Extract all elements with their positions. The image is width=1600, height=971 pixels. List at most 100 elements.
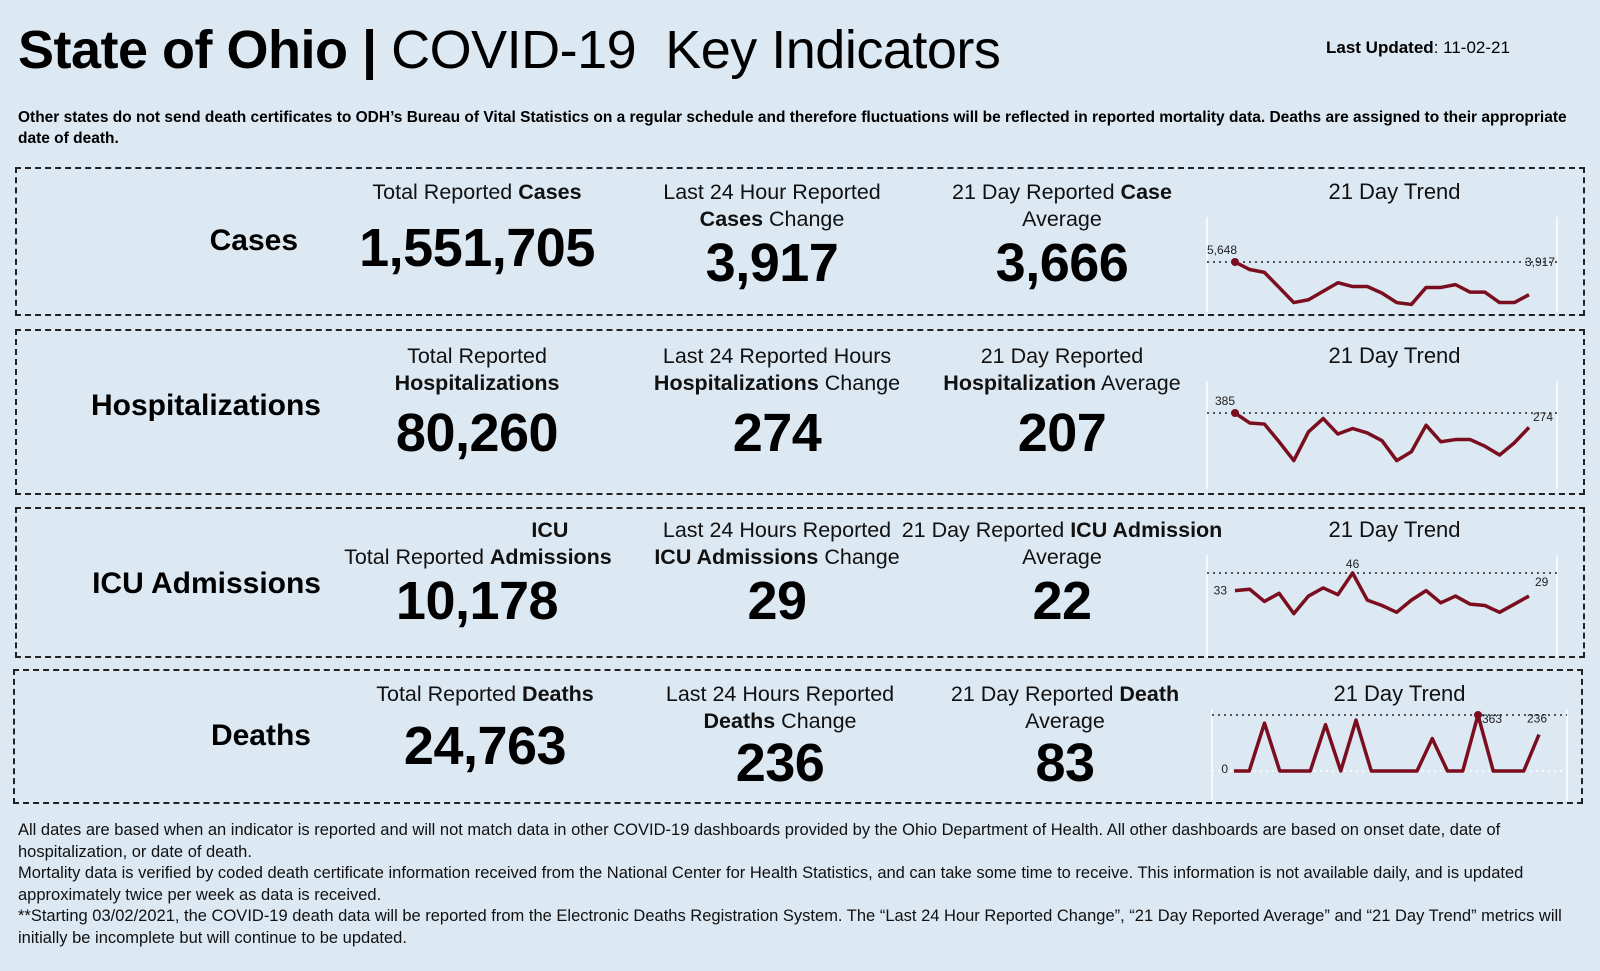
metric-label: Total Reported <box>372 180 519 204</box>
footer-notes: All dates are based when an indicator is… <box>18 820 1588 949</box>
metric-value: 83 <box>1035 733 1095 793</box>
metric-24h-change: Last 24 Hour Reported Cases Change 3,917 <box>617 179 927 293</box>
last-updated-value: : 11-02-21 <box>1433 38 1510 57</box>
metric-label-suffix: Change <box>763 207 845 231</box>
metric-label-bold: Death <box>1119 682 1180 706</box>
metric-label: Total Reported <box>344 545 490 569</box>
metric-value: 22 <box>1032 571 1092 631</box>
metric-value: 236 <box>735 733 825 793</box>
metric-label: 21 Day Reported <box>980 344 1144 368</box>
metric-21d-average: 21 Day Reported Death Average 83 <box>910 681 1220 793</box>
metric-24h-change: Last 24 Reported Hours Hospitalizations … <box>607 343 947 463</box>
metric-label-suffix: Change <box>818 371 901 395</box>
metric-label-suffix: Change <box>775 709 857 733</box>
trend-chart: 21 Day Trend 385 274 <box>1206 343 1582 493</box>
metric-total: Total Reported ICU Admissions 10,178 <box>322 517 632 631</box>
trend-chart: 21 Day Trend 5,648 3,917 <box>1206 179 1582 314</box>
metric-label-bold: Hospitalizations <box>653 371 819 395</box>
metric-label-bold: Case <box>1120 180 1172 204</box>
last-updated: Last Updated: 11-02-21 <box>1326 38 1510 58</box>
panel-label: Cases <box>209 224 298 257</box>
max-marker <box>1231 258 1239 266</box>
metric-label-bold: Cases <box>518 180 582 204</box>
metric-24h-change: Last 24 Hours Reported ICU Admissions Ch… <box>607 517 947 631</box>
metric-total: Total Reported Deaths 24,763 <box>330 681 640 776</box>
panel-label: ICU Admissions <box>92 567 321 600</box>
metric-value: 274 <box>732 403 822 463</box>
metric-label-suffix: Average <box>1022 545 1102 569</box>
metric-label: Last 24 Reported Hours <box>662 344 892 368</box>
trend-line <box>1234 260 1530 307</box>
metric-value: 10,178 <box>395 571 559 631</box>
metric-21d-average: 21 Day Reported ICU Admission Average 22 <box>897 517 1227 631</box>
trend-chart: 21 Day Trend 0 363 236 <box>1211 681 1587 801</box>
footer-note: All dates are based when an indicator is… <box>18 821 1501 861</box>
metric-label-bold: Deaths <box>703 709 776 733</box>
metric-value: 207 <box>1017 403 1107 463</box>
metric-label-bold: ICU Admissions <box>654 545 819 569</box>
trend-title: 21 Day Trend <box>1328 179 1461 204</box>
sparkline-svg: 5,648 3,917 <box>1206 217 1558 312</box>
metric-label-suffix: Average <box>1022 207 1102 231</box>
sparkline-svg: 33 46 29 <box>1206 555 1558 657</box>
metric-value: 3,917 <box>705 233 839 293</box>
metric-label-suffix: Average <box>1096 371 1181 395</box>
panel-deaths: Deaths Total Reported Deaths 24,763 Last… <box>13 669 1583 804</box>
last-updated-label: Last Updated <box>1326 38 1434 57</box>
metric-label-bold: Deaths <box>522 682 594 706</box>
metric-label: Total Reported <box>376 682 523 706</box>
metric-total: Total Reported Cases 1,551,705 <box>322 179 632 278</box>
data-label-last: 29 <box>1535 575 1549 589</box>
title-subject: COVID-19 Key Indicators <box>391 20 1001 80</box>
metric-label: 21 Day Reported <box>901 518 1071 542</box>
metric-label-bold: Hospitalization <box>943 371 1097 395</box>
metric-label-bold: ICU Admission <box>1070 518 1223 542</box>
page-title: State of Ohio | COVID-19 Key Indicators <box>18 18 1001 82</box>
metric-label-bold: ICU Admissions <box>489 518 612 569</box>
title-state: State of Ohio | <box>18 20 377 80</box>
metric-label: Total Reported <box>407 344 547 368</box>
disclaimer-text: Other states do not send death certifica… <box>18 109 1567 147</box>
data-label-last: 3,917 <box>1525 255 1555 269</box>
data-label-max: 46 <box>1346 557 1360 571</box>
sparkline-svg: 385 274 <box>1206 381 1558 489</box>
panel-icu-admissions: ICU Admissions Total Reported ICU Admiss… <box>15 507 1585 658</box>
metric-label-suffix: Average <box>1025 709 1105 733</box>
metric-21d-average: 21 Day Reported Case Average 3,666 <box>907 179 1217 293</box>
metric-label-bold: Hospitalizations <box>394 371 560 395</box>
metric-label: Last 24 Hour Reported <box>663 180 881 204</box>
trend-title: 21 Day Trend <box>1328 517 1461 542</box>
metric-value: 3,666 <box>995 233 1129 293</box>
trend-title: 21 Day Trend <box>1333 681 1466 706</box>
metric-label: Last 24 Hours Reported <box>662 518 892 542</box>
panel-hospitalizations: Hospitalizations Total Reported Hospital… <box>15 329 1585 495</box>
trend-line <box>1234 411 1531 463</box>
data-label-first: 5,648 <box>1207 243 1237 257</box>
data-label-min: 0 <box>1221 762 1228 776</box>
metric-label: 21 Day Reported <box>952 180 1121 204</box>
metric-21d-average: 21 Day Reported Hospitalization Average … <box>897 343 1227 463</box>
data-label-first: 385 <box>1215 394 1235 408</box>
panel-label: Hospitalizations <box>90 389 321 422</box>
metric-value: 24,763 <box>403 716 567 776</box>
data-label-max: 363 <box>1482 712 1502 726</box>
sparkline-svg: 0 363 236 <box>1211 709 1568 801</box>
metric-value: 1,551,705 <box>359 218 595 278</box>
max-marker <box>1474 711 1482 719</box>
data-label-last: 236 <box>1527 712 1547 726</box>
metric-24h-change: Last 24 Hours Reported Deaths Change 236 <box>615 681 945 793</box>
trend-chart: 21 Day Trend 33 46 29 <box>1206 517 1582 657</box>
metric-total: Total Reported Hospitalizations 80,260 <box>322 343 632 463</box>
trend-title: 21 Day Trend <box>1328 343 1461 368</box>
metric-label-bold: Cases <box>699 207 764 231</box>
max-marker <box>1231 409 1239 417</box>
metric-label: Last 24 Hours Reported <box>665 682 895 706</box>
metric-value: 80,260 <box>395 403 559 463</box>
metric-value: 29 <box>747 571 807 631</box>
panel-label: Deaths <box>210 719 311 752</box>
data-label-last: 274 <box>1533 410 1553 424</box>
metric-label: 21 Day Reported <box>950 682 1120 706</box>
footer-note: Mortality data is verified by coded deat… <box>18 864 1524 904</box>
panel-cases: Cases Total Reported Cases 1,551,705 Las… <box>15 167 1585 316</box>
data-label-first: 33 <box>1214 584 1228 598</box>
